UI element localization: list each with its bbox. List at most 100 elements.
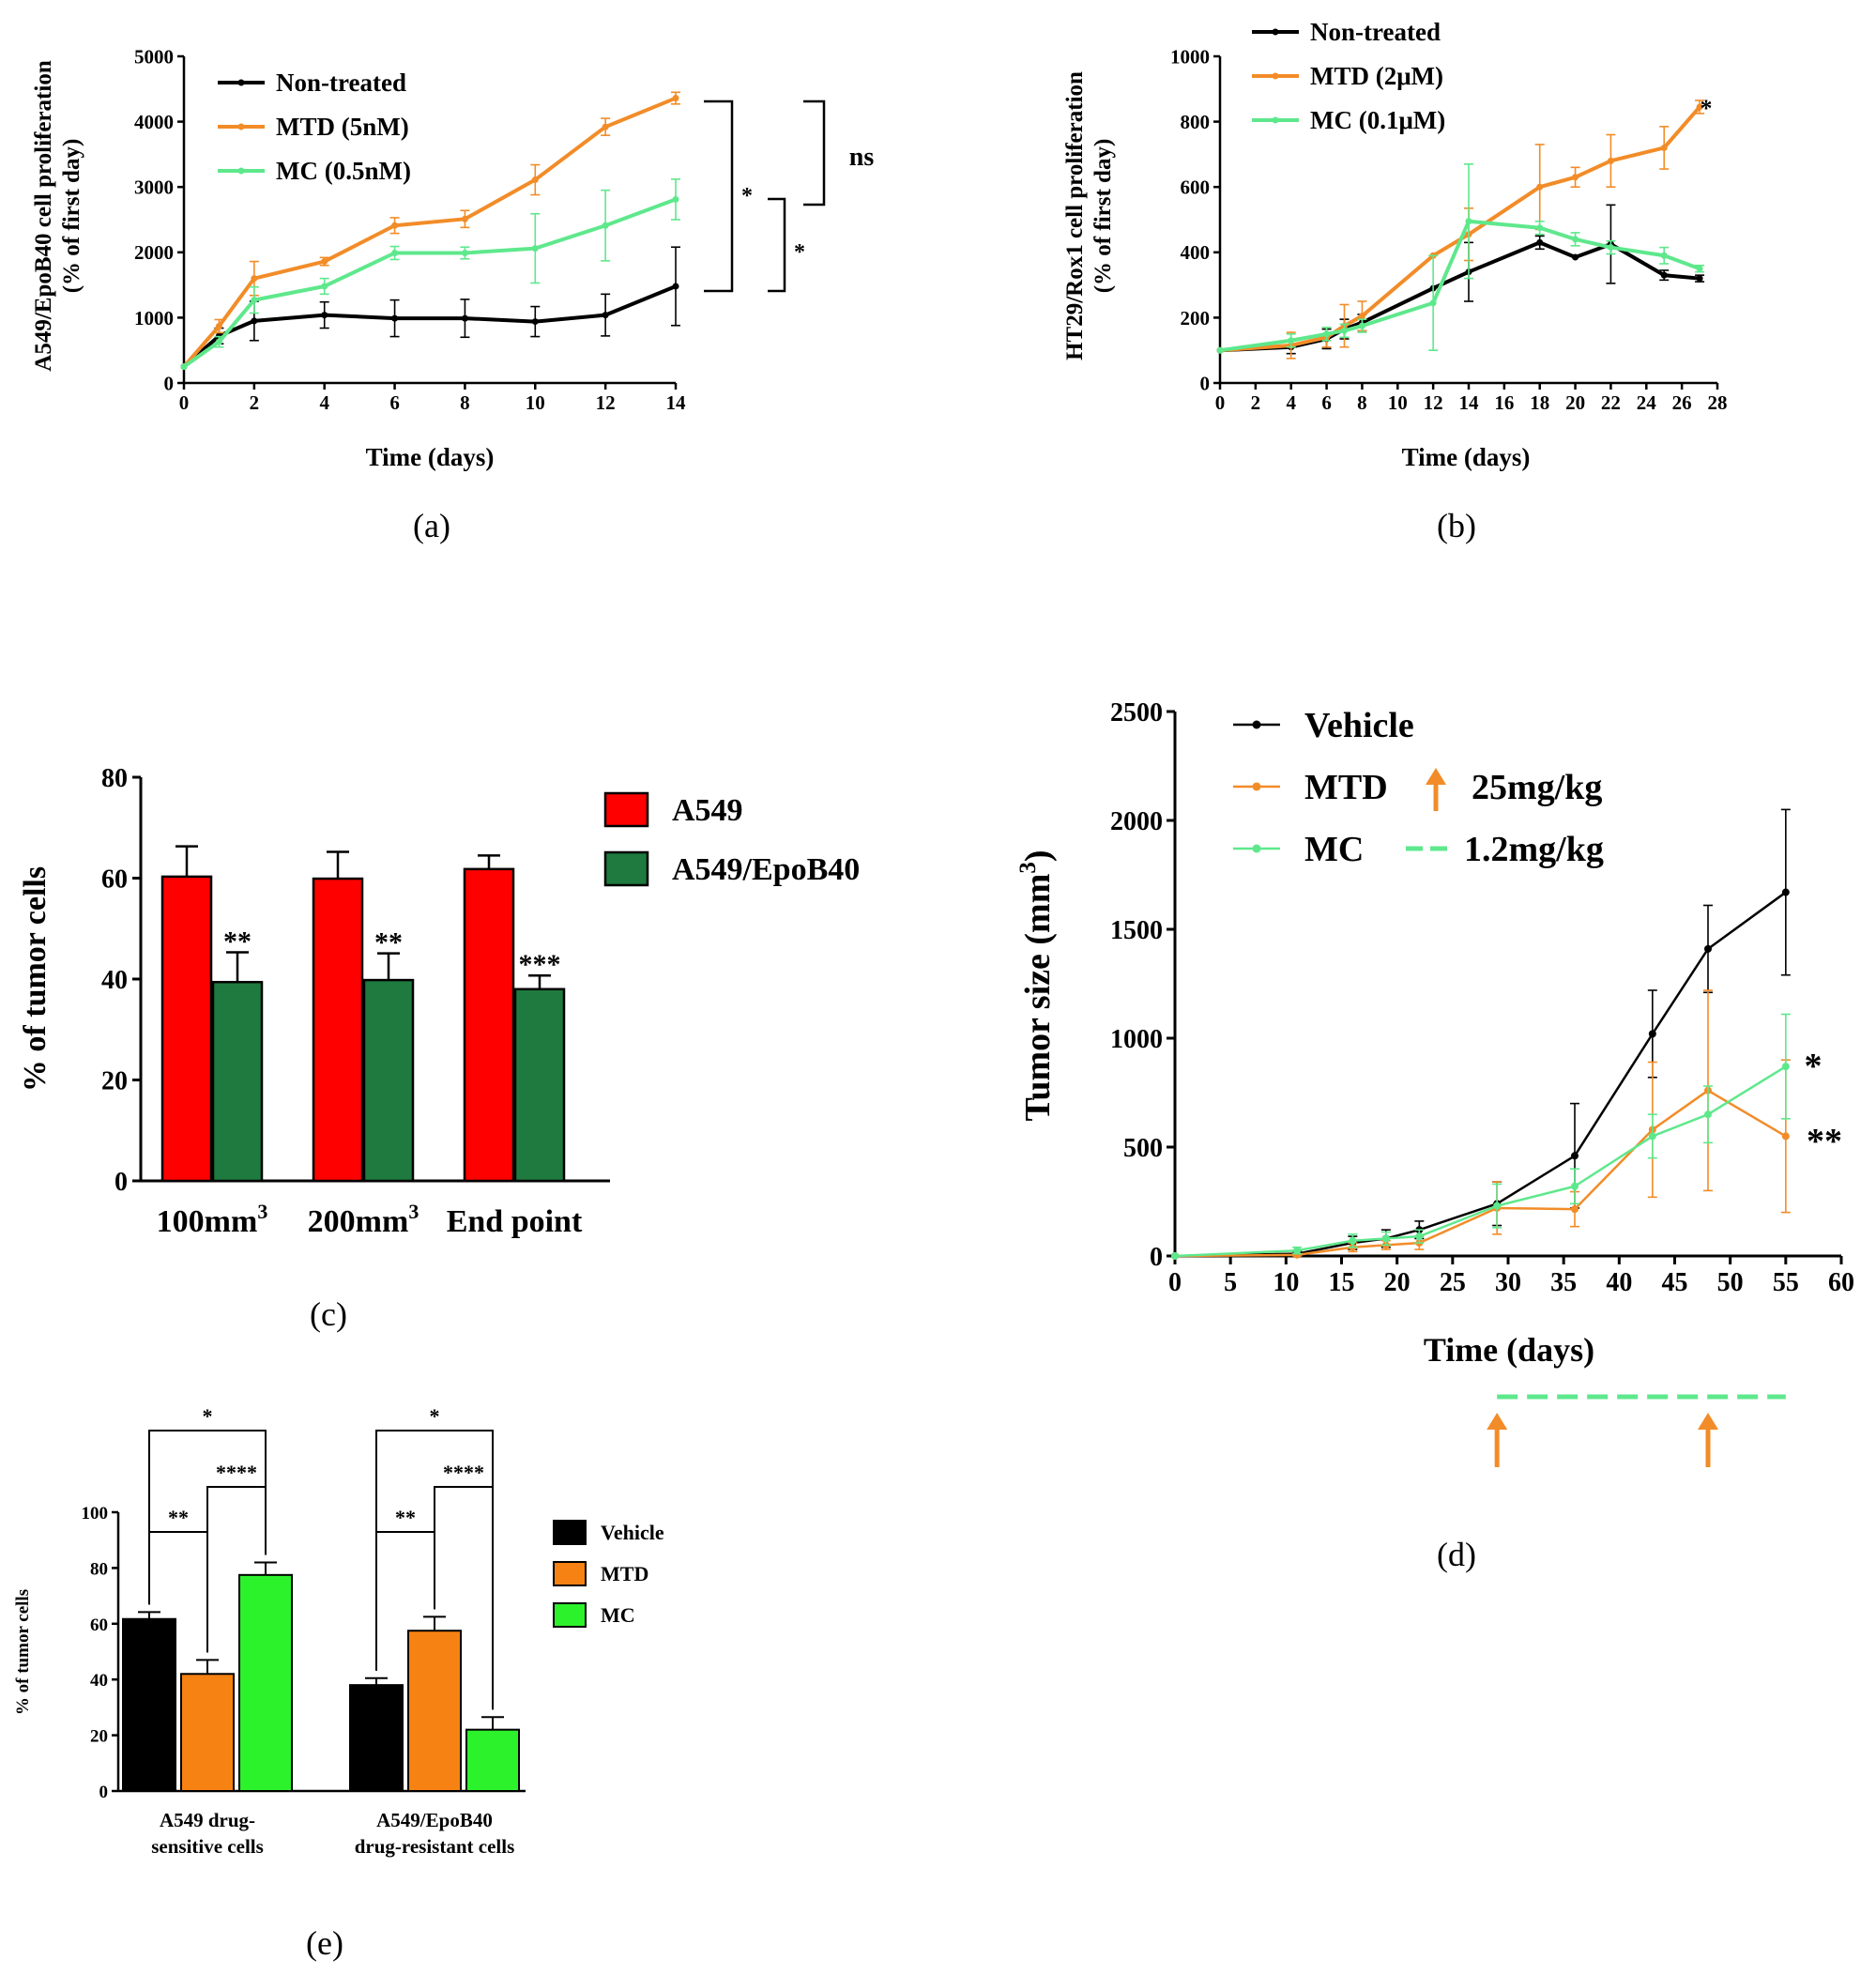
- legend-marker: [237, 79, 245, 86]
- data-point: [1415, 1232, 1424, 1241]
- y-axis-title-line: HT29/Rox1 cell proliferation: [1062, 71, 1088, 360]
- significance-bracket: [148, 1531, 208, 1653]
- series-line-1: [182, 96, 677, 368]
- y-tick-label: 40: [101, 966, 128, 995]
- data-point: [672, 95, 679, 102]
- y-tick-label: 1000: [1170, 45, 1210, 68]
- y-axis-title-close: ): [1018, 850, 1058, 862]
- x-tick-label: 30: [1495, 1268, 1521, 1297]
- data-point: [251, 275, 258, 283]
- data-point: [1648, 1030, 1656, 1038]
- data-point: [1696, 103, 1703, 111]
- series-line-2: [1219, 219, 1701, 353]
- series-line-0: [1174, 891, 1787, 1258]
- panel-caption: (a): [413, 507, 450, 544]
- legend-marker: [1252, 720, 1261, 729]
- x-category-label: 100mm3: [157, 1200, 268, 1239]
- y-tick-label: 20: [90, 1727, 108, 1747]
- x-category-label: End point: [447, 1204, 583, 1239]
- x-tick-label: 8: [460, 391, 470, 414]
- x-tick-label: 10: [526, 391, 545, 414]
- y-tick-label: 1000: [134, 307, 174, 329]
- legend-swatch: [603, 791, 649, 828]
- legend-label: MTD: [601, 1562, 648, 1585]
- y-tick-label: 400: [1181, 241, 1211, 264]
- data-point: [461, 215, 468, 222]
- x-category-label: sensitive cells: [151, 1835, 264, 1858]
- legend-swatch: [603, 850, 649, 887]
- y-tick-label: 0: [114, 1168, 128, 1197]
- panel-b: 0 2 4 6 8 10 12 14 16 18 20 22 24 26 28020040060080010…: [1062, 18, 1728, 544]
- data-point: [602, 312, 609, 319]
- legend-dose-label: 1.2mg/kg: [1464, 830, 1604, 869]
- data-point: [251, 297, 258, 304]
- data-point: [215, 322, 222, 329]
- bar: [160, 875, 213, 1183]
- y-axis-title-sup: 3: [1015, 862, 1041, 874]
- data-point: [1571, 1152, 1579, 1160]
- category-text: 200mm: [308, 1204, 409, 1239]
- x-tick-label: 60: [1828, 1268, 1854, 1297]
- y-tick-label: 0: [1200, 372, 1211, 394]
- x-tick-label: 10: [1388, 391, 1408, 414]
- legend-marker: [1272, 28, 1279, 36]
- dosing-arrow-icon-head: [1698, 1413, 1718, 1430]
- significance-bracket: [375, 1531, 435, 1671]
- data-point: [461, 314, 468, 322]
- data-point: [531, 318, 539, 326]
- x-tick-label: 5: [1224, 1268, 1237, 1297]
- x-tick-label: 20: [1565, 391, 1585, 414]
- x-tick-label: 0: [179, 391, 190, 414]
- data-point: [251, 317, 258, 325]
- data-point: [321, 312, 328, 319]
- legend-label: Non-treated: [1310, 18, 1441, 46]
- legend-dose-label: 25mg/kg: [1472, 768, 1602, 807]
- significance-label: *: [794, 240, 805, 265]
- y-tick-label: 0: [1150, 1243, 1163, 1272]
- data-point: [1429, 299, 1437, 307]
- series-line-1: [1174, 1089, 1787, 1258]
- y-tick-label: 60: [101, 865, 128, 895]
- legend-marker: [1272, 72, 1279, 80]
- legend-label: MC: [1304, 830, 1364, 869]
- y-tick-label: 2000: [1110, 807, 1163, 836]
- y-axis-title-line: (% of first day): [59, 139, 84, 294]
- legend-label: MC: [601, 1603, 635, 1627]
- significance-label: ****: [443, 1461, 484, 1484]
- data-point: [1323, 330, 1331, 338]
- bar: [211, 980, 264, 1183]
- bar: [180, 1673, 235, 1793]
- x-tick-label: 25: [1440, 1268, 1466, 1297]
- x-axis-title: Time (days): [1402, 443, 1531, 471]
- significance-label: *: [430, 1404, 440, 1428]
- panel-a: 0 2 4 6 8 10 12 14 0 1000 2000 3000 4000 5000 Time (da…: [31, 45, 874, 544]
- legend-label: A549/EpoB40: [672, 852, 860, 887]
- panel-caption: (d): [1437, 1536, 1476, 1573]
- x-category-label: drug-resistant cells: [355, 1835, 515, 1858]
- panel-d: 0 5 10 15 20 25 30 35 40 45 50 55 60 0 500 1000 1500 2000…: [1015, 698, 1854, 1573]
- x-tick-label: 2: [1251, 391, 1261, 414]
- data-point: [1572, 174, 1579, 181]
- bar: [312, 877, 364, 1183]
- y-tick-label: 20: [101, 1067, 128, 1096]
- series-line-2: [1174, 1065, 1787, 1258]
- y-tick-label: 80: [101, 764, 128, 793]
- legend-label: MC (0.5nM): [276, 157, 411, 185]
- significance-bracket: [768, 197, 786, 293]
- y-tick-label: 800: [1181, 111, 1211, 133]
- y-axis-title: % of tumor cells: [18, 866, 53, 1092]
- data-point: [1216, 346, 1224, 354]
- category-superscript: 3: [408, 1200, 419, 1223]
- bar: [238, 1573, 293, 1792]
- data-point: [1358, 322, 1365, 329]
- bar: [349, 1684, 404, 1793]
- data-point: [672, 195, 679, 203]
- data-point: [1536, 238, 1544, 246]
- category-text: 100mm: [157, 1204, 258, 1239]
- legend-swatch: [553, 1602, 587, 1628]
- x-tick-label: 20: [1384, 1268, 1411, 1297]
- data-point: [1607, 157, 1614, 164]
